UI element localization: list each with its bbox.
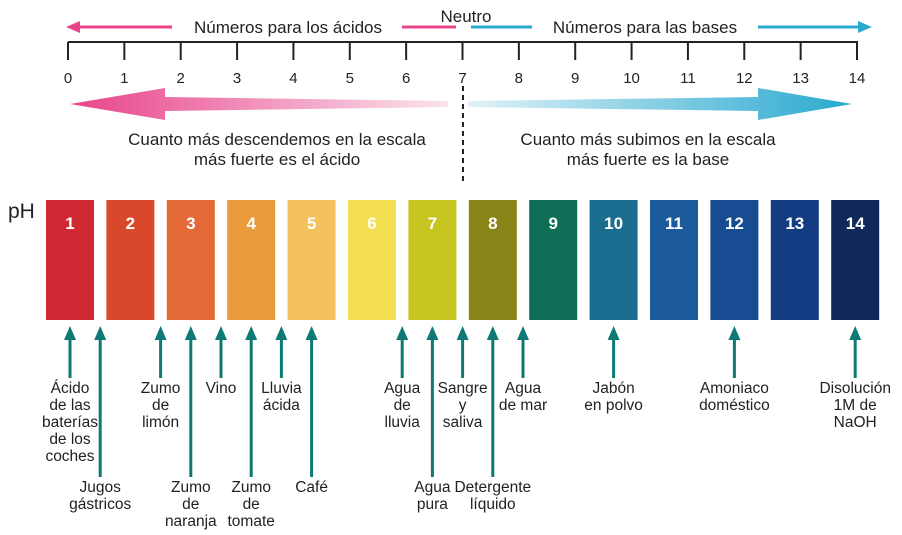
example-pointer-arrow (517, 326, 529, 378)
example-label: Detergente líquido (454, 479, 531, 513)
ph-box-14 (831, 200, 880, 320)
acid-strength-arrow (70, 88, 448, 120)
example-pointer-arrow (215, 326, 227, 378)
example-pointer-arrow (486, 326, 499, 477)
ph-box-5 (287, 200, 336, 320)
ph-box-number: 8 (488, 214, 497, 233)
example-pointer-arrow (245, 326, 258, 477)
ph-box-number: 10 (604, 214, 623, 233)
example-label: Zumo de naranja (165, 479, 217, 530)
scale-tick-label: 3 (233, 70, 241, 87)
example-pointer-arrow (154, 326, 167, 378)
ph-box-number: 13 (785, 214, 804, 233)
example-label: Disolución 1M de NaOH (819, 380, 891, 431)
example-label: Zumo de tomate (228, 479, 275, 530)
scale-ticks: 0 1 2 3 4 5 6 7 8 9 10 11 12 13 14 (64, 42, 866, 87)
ph-box-number: 1 (65, 214, 74, 233)
example-pointer-arrow (396, 326, 409, 378)
ph-box-number: 7 (428, 214, 437, 233)
example-pointer-arrow (849, 326, 862, 378)
ph-box-8 (468, 200, 517, 320)
acids-header-label: Números para los ácidos (194, 18, 382, 37)
example-pointer-arrow (64, 326, 76, 378)
example-label: Agua de mar (499, 380, 547, 414)
ph-color-boxes: 1 2 3 4 5 6 7 8 9 10 11 12 13 14 (46, 200, 880, 320)
ph-box-13 (770, 200, 819, 320)
base-header-arrow (471, 21, 872, 33)
scale-tick-label: 8 (515, 70, 523, 87)
scale-tick-label: 4 (289, 70, 297, 87)
scale-tick-label: 10 (623, 70, 640, 87)
example-label: Café (295, 479, 328, 496)
example-label: Amoniaco doméstico (699, 380, 770, 414)
ph-box-number: 4 (246, 214, 256, 233)
ph-box-3 (166, 200, 215, 320)
ph-box-1 (46, 200, 94, 320)
ph-box-10 (589, 200, 638, 320)
scale-tick-label: 5 (346, 70, 354, 87)
example-pointer-arrow (184, 326, 197, 477)
ph-box-12 (710, 200, 759, 320)
acid-description-line-1: Cuanto más descendemos en la escala (128, 130, 426, 149)
ph-box-number: 5 (307, 214, 316, 233)
example-label: Jabón en polvo (584, 380, 643, 414)
neutral-label: Neutro (440, 7, 491, 26)
example-pointer-arrow (426, 326, 439, 477)
example-label: Agua de lluvia (384, 380, 421, 431)
example-pointer-arrow (275, 326, 288, 378)
example-pointers (64, 326, 862, 477)
example-label: Sangre y saliva (438, 380, 488, 431)
example-pointer-arrow (456, 326, 469, 378)
ph-box-number: 9 (548, 214, 557, 233)
example-pointer-arrow (728, 326, 741, 378)
ph-box-2 (106, 200, 155, 320)
base-description-line-2: más fuerte es la base (567, 150, 730, 169)
ph-box-6 (348, 200, 396, 320)
example-pointer-arrow (305, 326, 318, 477)
example-pointer-arrow (94, 326, 107, 477)
example-label: Jugos gástricos (69, 479, 131, 513)
scale-tick-label: 2 (177, 70, 185, 87)
ph-box-number: 3 (186, 214, 195, 233)
example-label: Ácido de las baterías de los coches (42, 380, 98, 465)
base-strength-arrow (468, 88, 852, 120)
ph-box-number: 2 (126, 214, 135, 233)
acid-description-line-2: más fuerte es el ácido (194, 150, 360, 169)
ph-box-number: 12 (725, 214, 744, 233)
scale-tick-label: 11 (680, 70, 696, 87)
scale-tick-label: 0 (64, 70, 72, 87)
ph-box-number: 14 (846, 214, 865, 233)
example-labels: Ácido de las baterías de los coches Jugos gást… (42, 380, 891, 530)
example-label: Lluvia ácida (261, 380, 302, 414)
example-label: Vino (206, 380, 237, 397)
scale-tick-label: 7 (458, 70, 466, 87)
scale-tick-label: 9 (571, 70, 579, 87)
scale-tick-label: 1 (120, 70, 128, 87)
scale-tick-label: 6 (402, 70, 410, 87)
ph-box-number: 6 (367, 214, 376, 233)
ph-label: pH (8, 200, 35, 223)
scale-tick-label: 14 (849, 70, 866, 87)
example-pointer-arrow (607, 326, 620, 378)
ph-box-number: 11 (665, 214, 683, 233)
bases-header-label: Números para las bases (553, 18, 737, 37)
ph-box-4 (227, 200, 276, 320)
example-label: Agua pura (414, 479, 451, 513)
acid-header-arrow (66, 21, 456, 33)
scale-tick-label: 12 (736, 70, 753, 87)
ph-box-7 (408, 200, 457, 320)
ph-box-11 (650, 200, 698, 320)
scale-tick-label: 13 (792, 70, 809, 87)
ph-box-9 (529, 200, 578, 320)
base-description-line-1: Cuanto más subimos en la escala (520, 130, 776, 149)
example-label: Zumo de limón (141, 380, 181, 431)
